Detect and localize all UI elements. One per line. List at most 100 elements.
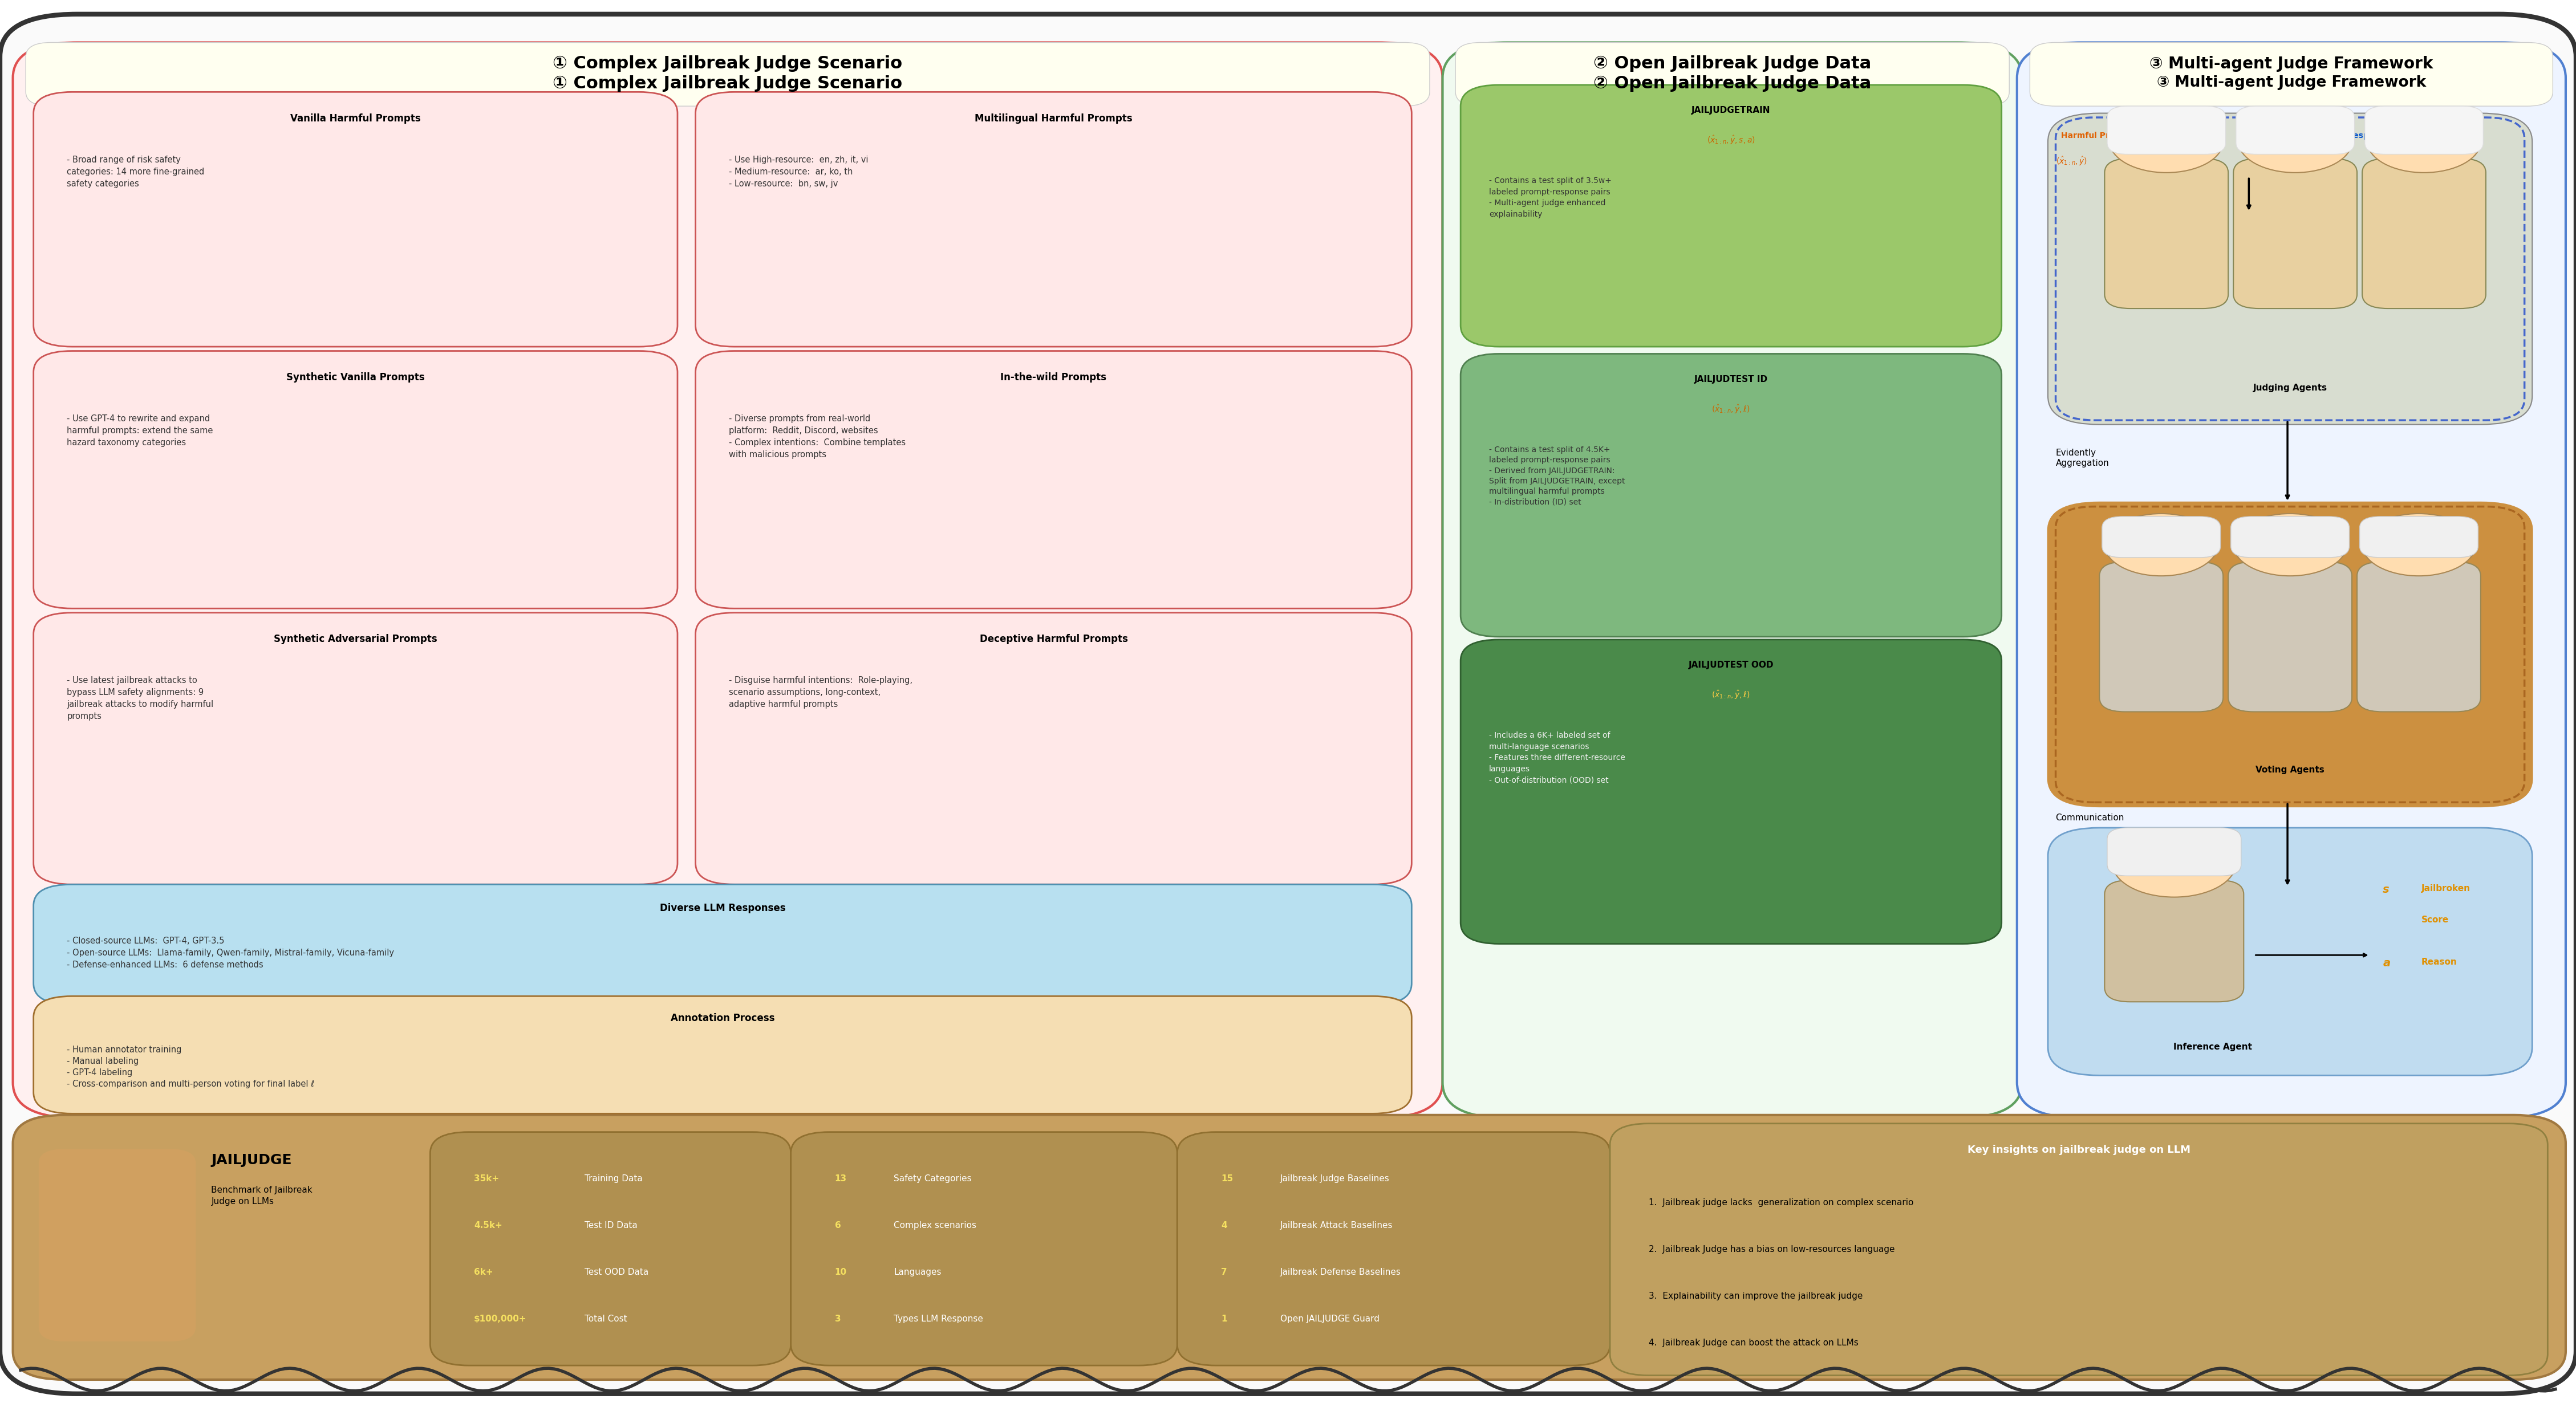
FancyBboxPatch shape [1455, 42, 2009, 106]
FancyBboxPatch shape [2362, 158, 2486, 308]
Text: Benchmark of Jailbreak
Judge on LLMs: Benchmark of Jailbreak Judge on LLMs [211, 1186, 312, 1206]
FancyBboxPatch shape [2017, 42, 2566, 1118]
Text: 3: 3 [835, 1315, 840, 1323]
Text: Types LLM Response: Types LLM Response [894, 1315, 984, 1323]
FancyBboxPatch shape [1443, 42, 2022, 1118]
Text: 1: 1 [1221, 1315, 1226, 1323]
Text: Multilingual Harmful Prompts: Multilingual Harmful Prompts [974, 113, 1133, 123]
Text: 3.  Explainability can improve the jailbreak judge: 3. Explainability can improve the jailbr… [1649, 1292, 1862, 1300]
FancyBboxPatch shape [2105, 880, 2244, 1002]
Text: ① Complex Jailbreak Judge Scenario: ① Complex Jailbreak Judge Scenario [554, 55, 902, 72]
FancyBboxPatch shape [1461, 640, 2002, 944]
Text: 2.  Jailbreak Judge has a bias on low-resources language: 2. Jailbreak Judge has a bias on low-res… [1649, 1245, 1896, 1254]
Circle shape [2105, 514, 2218, 576]
Text: Test OOD Data: Test OOD Data [585, 1268, 649, 1276]
Text: - Broad range of risk safety
categories: 14 more fine-grained
safety categories: - Broad range of risk safety categories:… [67, 156, 204, 188]
Text: Synthetic Adversarial Prompts: Synthetic Adversarial Prompts [273, 634, 438, 644]
Text: Reason: Reason [2421, 958, 2458, 966]
Circle shape [2112, 829, 2236, 897]
FancyBboxPatch shape [39, 1149, 196, 1341]
FancyBboxPatch shape [2357, 562, 2481, 712]
Text: Test ID Data: Test ID Data [585, 1221, 639, 1230]
FancyBboxPatch shape [13, 1115, 2566, 1380]
Text: Judging Agents: Judging Agents [2254, 383, 2326, 392]
FancyBboxPatch shape [2102, 516, 2221, 558]
Text: - Includes a 6K+ labeled set of
multi-language scenarios
- Features three differ: - Includes a 6K+ labeled set of multi-la… [1489, 732, 1625, 784]
Text: ③ Multi-agent Judge Framework: ③ Multi-agent Judge Framework [2148, 55, 2434, 72]
Text: Safety Categories: Safety Categories [894, 1174, 971, 1183]
Text: 7: 7 [1221, 1268, 1226, 1276]
Text: ② Open Jailbreak Judge Data: ② Open Jailbreak Judge Data [1595, 75, 1870, 92]
Text: ② Open Jailbreak Judge Data: ② Open Jailbreak Judge Data [1595, 55, 1870, 72]
Text: - Use latest jailbreak attacks to
bypass LLM safety alignments: 9
jailbreak atta: - Use latest jailbreak attacks to bypass… [67, 676, 214, 720]
Text: $(\hat{x}_{1:n}, \hat{y}, s, a)$: $(\hat{x}_{1:n}, \hat{y}, s, a)$ [1708, 134, 1754, 146]
Text: - Contains a test split of 3.5w+
labeled prompt-response pairs
- Multi-agent jud: - Contains a test split of 3.5w+ labeled… [1489, 177, 1613, 218]
Text: LLM Response: LLM Response [2326, 132, 2391, 140]
Text: ① Complex Jailbreak Judge Scenario: ① Complex Jailbreak Judge Scenario [554, 75, 902, 92]
Text: Communication: Communication [2056, 814, 2125, 822]
Text: Jailbroken: Jailbroken [2421, 884, 2470, 893]
FancyBboxPatch shape [26, 42, 1430, 106]
Text: 10: 10 [835, 1268, 848, 1276]
Text: JAILJUDGETRAIN: JAILJUDGETRAIN [1692, 106, 1770, 115]
FancyBboxPatch shape [791, 1132, 1177, 1365]
FancyBboxPatch shape [13, 42, 1443, 1118]
FancyBboxPatch shape [2030, 42, 2553, 106]
Text: Jailbreak Defense Baselines: Jailbreak Defense Baselines [1280, 1268, 1401, 1276]
Text: JAILJUDGE: JAILJUDGE [211, 1153, 291, 1167]
FancyBboxPatch shape [2360, 516, 2478, 558]
Text: - Use High-resource:  en, zh, it, vi
- Medium-resource:  ar, ko, th
- Low-resour: - Use High-resource: en, zh, it, vi - Me… [729, 156, 868, 188]
FancyBboxPatch shape [2105, 158, 2228, 308]
FancyBboxPatch shape [2048, 828, 2532, 1075]
Text: Vanilla Harmful Prompts: Vanilla Harmful Prompts [291, 113, 420, 123]
Text: 6k+: 6k+ [474, 1268, 492, 1276]
Text: Voting Agents: Voting Agents [2257, 766, 2324, 774]
Circle shape [2239, 110, 2352, 173]
Text: - Disguise harmful intentions:  Role-playing,
scenario assumptions, long-context: - Disguise harmful intentions: Role-play… [729, 676, 912, 709]
Text: JAILJUDTEST ID: JAILJUDTEST ID [1695, 375, 1767, 383]
Text: Total Cost: Total Cost [585, 1315, 629, 1323]
FancyBboxPatch shape [696, 613, 1412, 884]
FancyBboxPatch shape [2048, 113, 2532, 424]
Text: $(\hat{x}_{1:n}, \hat{y})$: $(\hat{x}_{1:n}, \hat{y})$ [2056, 156, 2087, 167]
Circle shape [2367, 110, 2481, 173]
Circle shape [2362, 514, 2476, 576]
Text: 4: 4 [1221, 1221, 1226, 1230]
Text: $100,000+: $100,000+ [474, 1315, 528, 1323]
FancyBboxPatch shape [33, 613, 677, 884]
Text: Jailbreak Attack Baselines: Jailbreak Attack Baselines [1280, 1221, 1394, 1230]
Text: 15: 15 [1221, 1174, 1234, 1183]
Text: Deceptive Harmful Prompts: Deceptive Harmful Prompts [979, 634, 1128, 644]
FancyBboxPatch shape [33, 351, 677, 608]
Text: $(\hat{x}_{1:n}, \hat{y}, \ell)$: $(\hat{x}_{1:n}, \hat{y}, \ell)$ [1710, 689, 1752, 700]
Text: Languages: Languages [894, 1268, 940, 1276]
Text: ③ Multi-agent Judge Framework: ③ Multi-agent Judge Framework [2156, 75, 2427, 89]
Text: - Closed-source LLMs:  GPT-4, GPT-3.5
- Open-source LLMs:  Llama-family, Qwen-fa: - Closed-source LLMs: GPT-4, GPT-3.5 - O… [67, 937, 394, 969]
Text: Training Data: Training Data [585, 1174, 644, 1183]
Circle shape [2110, 110, 2223, 173]
FancyBboxPatch shape [0, 14, 2576, 1394]
Text: JAILJUDTEST OOD: JAILJUDTEST OOD [1687, 661, 1775, 669]
Text: s: s [2383, 884, 2391, 896]
Text: - Use GPT-4 to rewrite and expand
harmful prompts: extend the same
hazard taxono: - Use GPT-4 to rewrite and expand harmfu… [67, 415, 214, 447]
Text: Score: Score [2421, 916, 2450, 924]
FancyBboxPatch shape [430, 1132, 791, 1365]
Text: $(\hat{x}_{1:n}, \hat{y}, \ell)$: $(\hat{x}_{1:n}, \hat{y}, \ell)$ [1710, 403, 1752, 415]
FancyBboxPatch shape [33, 92, 677, 347]
FancyBboxPatch shape [2231, 516, 2349, 558]
Text: Harmful Prompts: Harmful Prompts [2061, 132, 2138, 140]
FancyBboxPatch shape [1461, 354, 2002, 637]
Text: Jailbreak Judge Baselines: Jailbreak Judge Baselines [1280, 1174, 1388, 1183]
FancyBboxPatch shape [1461, 85, 2002, 347]
FancyBboxPatch shape [1177, 1132, 1610, 1365]
Circle shape [2233, 514, 2347, 576]
Text: 6: 6 [835, 1221, 840, 1230]
Text: - Contains a test split of 4.5K+
labeled prompt-response pairs
- Derived from JA: - Contains a test split of 4.5K+ labeled… [1489, 446, 1625, 507]
Text: Key insights on jailbreak judge on LLM: Key insights on jailbreak judge on LLM [1968, 1145, 2190, 1155]
Text: Evidently
Aggregation: Evidently Aggregation [2056, 449, 2110, 468]
Text: - Human annotator training
- Manual labeling
- GPT-4 labeling
- Cross-comparison: - Human annotator training - Manual labe… [67, 1046, 314, 1088]
FancyBboxPatch shape [2107, 828, 2241, 876]
FancyBboxPatch shape [2236, 106, 2354, 154]
Text: a: a [2383, 958, 2391, 969]
FancyBboxPatch shape [2099, 562, 2223, 712]
